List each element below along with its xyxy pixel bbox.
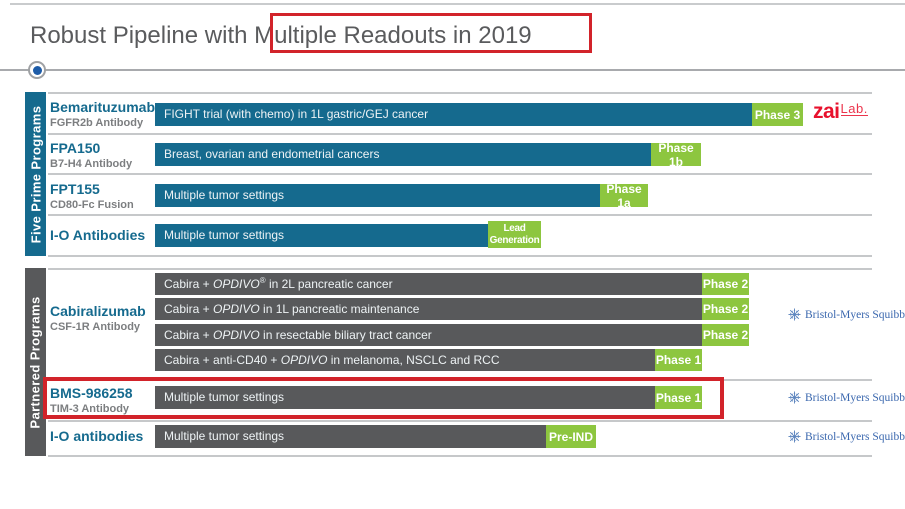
trial-text: Cabira +: [164, 302, 214, 316]
drug-name: OPDIVO: [280, 353, 328, 367]
bms-snowflake-icon: [788, 308, 801, 321]
bms-logo-text: Bristol-Myers Squibb: [805, 391, 905, 404]
program-label-fpa150: FPA150 B7-H4 Antibody: [50, 140, 132, 171]
trial-text: FIGHT trial (with chemo) in 1L gastric/G…: [164, 107, 429, 121]
row-divider: [48, 92, 872, 94]
program-label-fpt155: FPT155 CD80-Fc Fusion: [50, 181, 134, 212]
phase-badge: Phase 1b: [651, 141, 701, 169]
phase-badge: Phase 2: [702, 324, 749, 346]
trial-text: in resectable biliary tract cancer: [259, 328, 432, 342]
drug-name: OPDIVO: [213, 328, 260, 342]
bristol-myers-squibb-logo: Bristol-Myers Squibb: [788, 308, 905, 321]
trial-bar-io-antibodies-partnered: Multiple tumor settings: [155, 425, 546, 448]
row-divider: [48, 420, 872, 422]
program-target: CD80-Fc Fusion: [50, 199, 134, 211]
trial-text: Cabira + anti-CD40 +: [164, 353, 281, 367]
phase-badge: Phase 1: [655, 349, 702, 371]
title-prefix: Robust Pipeline with: [30, 22, 255, 49]
row-divider: [48, 455, 872, 457]
trial-text: Multiple tumor settings: [164, 228, 285, 242]
row-divider: [48, 268, 872, 270]
trial-text: Multiple tumor settings: [164, 390, 285, 404]
zai-logo-lab-text: Lab.: [840, 101, 868, 116]
program-label-io-antibodies-fp: I-O Antibodies: [50, 227, 145, 243]
program-target: TIM-3 Antibody: [50, 403, 130, 415]
bristol-myers-squibb-logo: Bristol-Myers Squibb: [788, 430, 905, 443]
red-highlight-box-title: [270, 13, 592, 53]
sidebar-five-prime: Five Prime Programs: [25, 92, 46, 256]
phase-badge: Phase 3: [752, 103, 803, 126]
program-name: I-O antibodies: [50, 428, 144, 444]
program-name: I-O Antibodies: [50, 227, 146, 243]
program-target: FGFR2b Antibody: [50, 117, 144, 129]
program-label-bemarituzumab: Bemarituzumab FGFR2b Antibody: [50, 99, 155, 130]
timeline-rule: [0, 69, 905, 71]
zai-logo-text: zai: [813, 100, 840, 123]
zai-lab-logo: zai Lab.: [813, 101, 868, 122]
trial-bar-cabira-3: Cabira + OPDIVO in resectable biliary tr…: [155, 324, 702, 346]
sidebar-partnered: Partnered Programs: [25, 268, 46, 456]
bristol-myers-squibb-logo: Bristol-Myers Squibb: [788, 391, 905, 404]
five-prime-section-label: Five Prime Programs: [28, 105, 44, 243]
program-label-io-antibodies-partnered: I-O antibodies: [50, 428, 143, 444]
trial-text: Multiple tumor settings: [164, 188, 285, 202]
program-name: FPT155: [50, 181, 100, 197]
bms-logo-text: Bristol-Myers Squibb: [805, 308, 905, 321]
phase-badge: Phase 2: [702, 298, 749, 320]
trial-bar-fpt155: Multiple tumor settings: [155, 184, 600, 207]
program-label-bms986258: BMS-986258 TIM-3 Antibody: [50, 385, 133, 416]
partnered-section-label: Partnered Programs: [28, 295, 44, 429]
program-name: Cabiralizumab: [50, 303, 146, 319]
program-label-cabiralizumab: Cabiralizumab CSF-1R Antibody: [50, 303, 146, 334]
trial-bar-cabira-2: Cabira + OPDIVO in 1L pancreatic mainten…: [155, 298, 702, 320]
timeline-marker-dot: [32, 65, 42, 75]
trial-bar-io-antibodies-fp: Multiple tumor settings: [155, 224, 488, 247]
phase-badge: Phase 1a: [600, 182, 648, 210]
trial-bar-bemarituzumab: FIGHT trial (with chemo) in 1L gastric/G…: [155, 103, 752, 126]
red-highlight-box-bms986258: [43, 377, 724, 419]
trial-text: Breast, ovarian and endometrial cancers: [164, 147, 380, 161]
bms-snowflake-icon: [788, 391, 801, 404]
trial-text: in 1L pancreatic maintenance: [259, 302, 420, 316]
title-highlight-text: Multiple Readouts in 2019: [254, 22, 532, 49]
bms-snowflake-icon: [788, 430, 801, 443]
drug-name: OPDIVO: [213, 277, 260, 291]
row-divider: [48, 133, 872, 135]
phase-badge: Pre-IND: [546, 425, 596, 448]
timeline-marker-icon: [28, 61, 46, 79]
trial-bar-fpa150: Breast, ovarian and endometrial cancers: [155, 143, 651, 166]
trial-bar-bms986258: Multiple tumor settings: [155, 386, 655, 409]
trial-text: Cabira +: [164, 277, 214, 291]
program-name: BMS-986258: [50, 385, 133, 401]
trial-text: in melanoma, NSCLC and RCC: [327, 353, 500, 367]
trial-text: Multiple tumor settings: [164, 429, 285, 443]
program-target: CSF-1R Antibody: [50, 321, 141, 333]
row-divider: [48, 173, 872, 175]
page-title: Robust Pipeline with Multiple Readouts i…: [30, 19, 532, 53]
trial-text: in 2L pancreatic cancer: [265, 277, 393, 291]
program-target: B7-H4 Antibody: [50, 158, 133, 170]
drug-name: OPDIVO: [213, 302, 260, 316]
trial-bar-cabira-4: Cabira + anti-CD40 + OPDIVO in melanoma,…: [155, 349, 655, 371]
program-name: Bemarituzumab: [50, 99, 156, 115]
program-name: FPA150: [50, 140, 101, 156]
phase-badge: Phase 2: [702, 273, 749, 295]
top-rule: [10, 3, 905, 5]
phase-badge: Lead Generation: [488, 221, 541, 248]
row-divider: [48, 255, 872, 257]
registered-mark: ®: [259, 276, 266, 285]
trial-text: Cabira +: [164, 328, 214, 342]
row-divider: [48, 214, 872, 216]
phase-badge: Phase 1: [655, 386, 702, 409]
bms-logo-text: Bristol-Myers Squibb: [805, 430, 905, 443]
trial-bar-cabira-1: Cabira + OPDIVO® in 2L pancreatic cancer: [155, 273, 702, 295]
